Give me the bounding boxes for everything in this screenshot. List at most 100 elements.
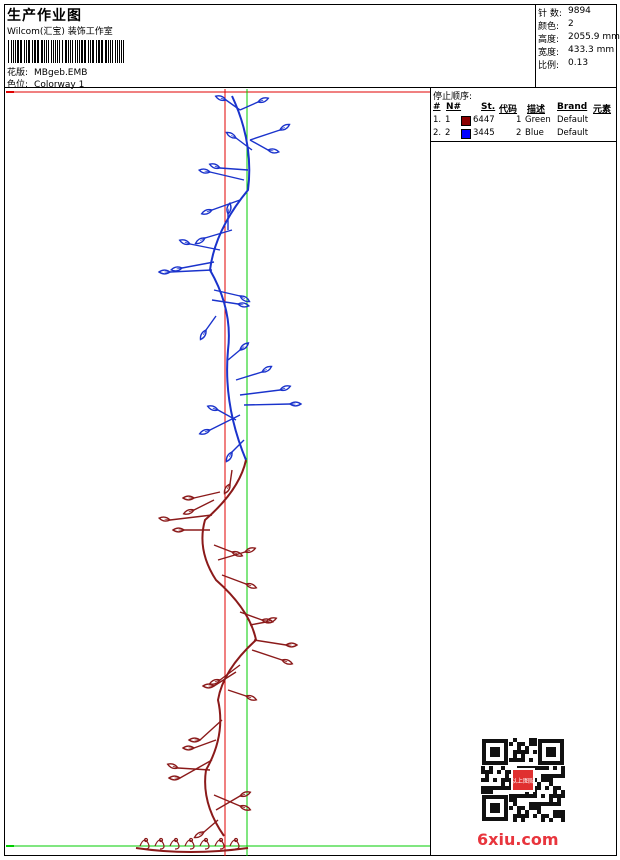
stop-row: 2. 2 3445 2 Blue Default bbox=[433, 128, 613, 140]
row-index: 2. bbox=[433, 128, 442, 138]
leaf bbox=[178, 239, 192, 246]
thread-code: 3445 bbox=[473, 128, 495, 138]
stat-value: 2055.9 mm bbox=[568, 32, 620, 42]
stat-label: 高度: bbox=[538, 35, 560, 45]
scroll-curl bbox=[139, 839, 150, 850]
leaf bbox=[199, 328, 207, 341]
thread-code: 6447 bbox=[473, 115, 495, 125]
leaf bbox=[214, 95, 228, 102]
company-name: Wilcom(汇宝) 装饰工作室 bbox=[7, 27, 113, 37]
scroll-curl bbox=[199, 839, 210, 850]
leaf bbox=[266, 148, 281, 154]
leaf bbox=[197, 168, 212, 174]
leaf bbox=[208, 163, 222, 170]
stat-value: 9894 bbox=[568, 6, 591, 16]
qr-code: 以上图贴 bbox=[481, 738, 565, 822]
sheet-border bbox=[4, 4, 617, 856]
qr-stamp: 以上图贴 bbox=[511, 777, 535, 785]
vine-stem bbox=[208, 95, 251, 461]
leaf bbox=[182, 508, 196, 515]
leaf bbox=[238, 804, 252, 811]
leaf bbox=[157, 516, 172, 522]
stat-stitches: 针 数: 9894 bbox=[538, 6, 591, 19]
stat-label: 比例: bbox=[538, 61, 560, 71]
leaf bbox=[181, 745, 196, 751]
scroll-curl bbox=[154, 839, 165, 850]
colorway-row: 色位: Colorway 1 bbox=[7, 77, 84, 90]
leaf bbox=[225, 131, 238, 139]
leaf bbox=[278, 123, 291, 131]
row-number: 2 bbox=[445, 128, 451, 138]
thread-brand: Default bbox=[557, 115, 589, 125]
leaf bbox=[239, 342, 250, 351]
thread-stop: 2 bbox=[516, 128, 522, 138]
col-brand: Brand bbox=[557, 102, 588, 112]
leaf bbox=[187, 737, 202, 743]
leaf bbox=[264, 617, 278, 624]
stat-width: 宽度: 433.3 mm bbox=[538, 45, 614, 58]
barcode bbox=[8, 40, 124, 63]
row-number: 1 bbox=[445, 115, 451, 125]
stat-label: 针 数: bbox=[538, 9, 562, 19]
stat-label: 颜色: bbox=[538, 22, 560, 32]
thread-desc: Blue bbox=[525, 128, 544, 138]
scroll-curl bbox=[214, 839, 225, 850]
stat-height: 高度: 2055.9 mm bbox=[538, 32, 620, 45]
thread-brand: Default bbox=[557, 128, 589, 138]
leaf bbox=[238, 791, 252, 798]
leaf bbox=[236, 302, 251, 308]
leaf bbox=[201, 683, 216, 689]
leaf bbox=[226, 201, 232, 216]
col-n: N# bbox=[446, 102, 462, 112]
leaf bbox=[278, 385, 292, 392]
scroll-curl bbox=[169, 839, 180, 850]
leaf bbox=[225, 450, 233, 463]
thread-swatch bbox=[461, 129, 471, 139]
leaf bbox=[169, 266, 184, 272]
leaf bbox=[238, 295, 251, 303]
leaf bbox=[157, 269, 172, 275]
embroidery-preview bbox=[4, 88, 431, 856]
watermark: 6xiu.com bbox=[477, 830, 559, 849]
colorway-label: 色位: bbox=[7, 80, 29, 90]
leaf bbox=[206, 405, 220, 412]
blue-vine bbox=[157, 95, 303, 463]
scroll-curl bbox=[184, 839, 195, 850]
stat-label: 宽度: bbox=[538, 48, 560, 58]
leaf bbox=[200, 208, 214, 215]
leaf bbox=[193, 831, 206, 839]
leaf bbox=[284, 642, 299, 648]
stop-sequence-title: 停止顺序: bbox=[433, 92, 473, 102]
leaf bbox=[198, 428, 212, 435]
leaf bbox=[243, 547, 257, 554]
vine-stem bbox=[201, 459, 258, 837]
thread-desc: Green bbox=[525, 115, 551, 125]
thread-swatch bbox=[461, 116, 471, 126]
thread-stop: 1 bbox=[516, 115, 522, 125]
design-value: MBgeb.EMB bbox=[34, 68, 88, 78]
col-st: St. bbox=[481, 102, 496, 112]
col-code: 代码 bbox=[499, 105, 518, 115]
design-row: 花版: MBgeb.EMB bbox=[7, 65, 87, 78]
red-vine bbox=[157, 459, 299, 839]
col-hash: # bbox=[433, 102, 441, 112]
stat-value: 433.3 mm bbox=[568, 45, 615, 55]
leaf bbox=[166, 763, 180, 770]
design-stats: 针 数: 9894 颜色: 2 高度: 2055.9 mm 宽度: 433.3 mm 比… bbox=[535, 4, 620, 88]
leaf bbox=[171, 527, 186, 533]
leaf bbox=[181, 495, 196, 501]
stat-value: 0.13 bbox=[568, 58, 589, 68]
leaf bbox=[223, 482, 231, 495]
row-index: 1. bbox=[433, 115, 442, 125]
leaf bbox=[288, 401, 303, 407]
leaf bbox=[260, 365, 273, 373]
stop-row: 1. 1 6447 1 Green Default bbox=[433, 115, 613, 127]
colorway-value: Colorway 1 bbox=[34, 80, 85, 90]
leaf bbox=[167, 775, 182, 781]
stop-sequence-panel: 停止顺序: # N# St. 代码 描述 Brand 元素 1. 1 6447 … bbox=[431, 88, 617, 142]
header-info: 生产作业图 Wilcom(汇宝) 装饰工作室 花版: MBgeb.EMB 色位: C… bbox=[4, 4, 536, 90]
col-element: 元素 bbox=[593, 105, 612, 115]
leaf bbox=[280, 658, 294, 665]
leaf bbox=[194, 237, 207, 245]
